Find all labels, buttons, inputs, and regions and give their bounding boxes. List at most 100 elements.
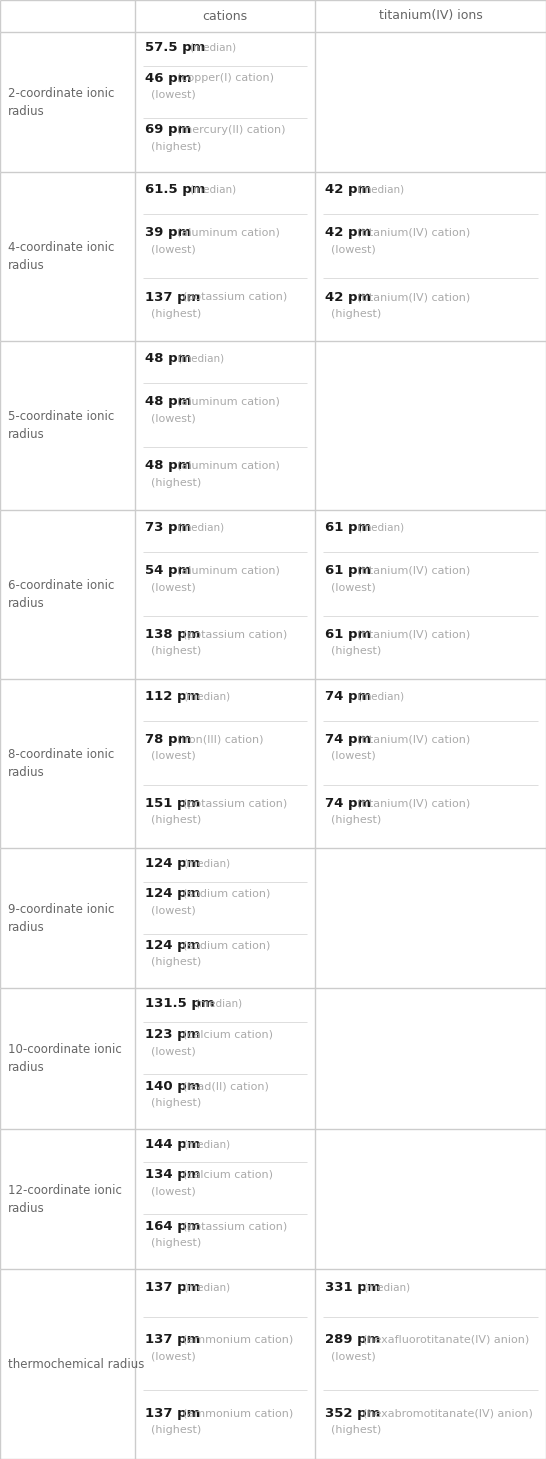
Text: 123 pm: 123 pm: [145, 1029, 200, 1040]
Text: (highest): (highest): [151, 816, 201, 826]
Text: 144 pm: 144 pm: [145, 1138, 200, 1151]
Text: (iron(III) cation): (iron(III) cation): [177, 734, 264, 744]
Text: (highest): (highest): [331, 646, 381, 657]
Text: (median): (median): [358, 184, 405, 194]
Text: 112 pm: 112 pm: [145, 690, 200, 703]
Text: 151 pm: 151 pm: [145, 797, 200, 810]
Text: 57.5 pm: 57.5 pm: [145, 41, 205, 54]
Text: (median): (median): [189, 184, 236, 194]
Text: (sodium cation): (sodium cation): [183, 889, 271, 899]
Text: 137 pm: 137 pm: [145, 1281, 200, 1294]
Text: (highest): (highest): [151, 477, 201, 487]
Text: 164 pm: 164 pm: [145, 1220, 200, 1233]
Text: (lowest): (lowest): [331, 1351, 376, 1361]
Text: 73 pm: 73 pm: [145, 521, 191, 534]
Text: (aluminum cation): (aluminum cation): [177, 461, 280, 471]
Text: (calcium cation): (calcium cation): [183, 1170, 273, 1180]
Text: 140 pm: 140 pm: [145, 1080, 200, 1093]
Text: (median): (median): [189, 42, 236, 53]
Text: (potassium cation): (potassium cation): [183, 1221, 287, 1231]
Text: 42 pm: 42 pm: [325, 182, 371, 196]
Text: (lowest): (lowest): [331, 582, 376, 592]
Text: (lowest): (lowest): [151, 751, 195, 762]
Text: (ammonium cation): (ammonium cation): [183, 1408, 293, 1418]
Text: 12-coordinate ionic
radius: 12-coordinate ionic radius: [8, 1183, 122, 1214]
Text: (highest): (highest): [151, 1425, 201, 1436]
Text: 134 pm: 134 pm: [145, 1169, 200, 1182]
Text: 124 pm: 124 pm: [145, 856, 200, 870]
Text: cations: cations: [203, 10, 247, 22]
Text: (median): (median): [177, 353, 224, 363]
Text: 352 pm: 352 pm: [325, 1406, 381, 1420]
Text: 78 pm: 78 pm: [145, 732, 191, 746]
Text: 331 pm: 331 pm: [325, 1281, 381, 1294]
Text: (median): (median): [358, 692, 405, 702]
Text: (highest): (highest): [151, 309, 201, 318]
Text: titanium(IV) ions: titanium(IV) ions: [378, 10, 483, 22]
Text: (median): (median): [195, 999, 242, 1008]
Text: (lowest): (lowest): [151, 244, 195, 254]
Text: (median): (median): [183, 1139, 230, 1150]
Text: (median): (median): [183, 1282, 230, 1293]
Text: (median): (median): [364, 1282, 411, 1293]
Text: 5-coordinate ionic
radius: 5-coordinate ionic radius: [8, 410, 114, 441]
Text: 74 pm: 74 pm: [325, 732, 371, 746]
Text: 61 pm: 61 pm: [325, 521, 371, 534]
Text: (highest): (highest): [151, 957, 201, 967]
Text: (hexafluorotitanate(IV) anion): (hexafluorotitanate(IV) anion): [364, 1335, 530, 1345]
Text: 74 pm: 74 pm: [325, 797, 371, 810]
Text: 69 pm: 69 pm: [145, 124, 191, 136]
Text: (lead(II) cation): (lead(II) cation): [183, 1081, 269, 1091]
Text: (aluminum cation): (aluminum cation): [177, 566, 280, 575]
Text: 61 pm: 61 pm: [325, 565, 371, 576]
Text: 9-coordinate ionic
radius: 9-coordinate ionic radius: [8, 903, 114, 934]
Text: (median): (median): [177, 522, 224, 533]
Text: (potassium cation): (potassium cation): [183, 798, 287, 808]
Text: (median): (median): [183, 692, 230, 702]
Text: (titanium(IV) cation): (titanium(IV) cation): [358, 630, 471, 641]
Text: 8-coordinate ionic
radius: 8-coordinate ionic radius: [8, 748, 114, 779]
Text: (aluminum cation): (aluminum cation): [177, 397, 280, 407]
Text: 137 pm: 137 pm: [145, 1334, 200, 1347]
Text: (titanium(IV) cation): (titanium(IV) cation): [358, 292, 471, 302]
Text: (highest): (highest): [331, 1425, 381, 1436]
Text: 42 pm: 42 pm: [325, 290, 371, 303]
Text: (lowest): (lowest): [151, 89, 195, 99]
Text: 137 pm: 137 pm: [145, 290, 200, 303]
Text: 74 pm: 74 pm: [325, 690, 371, 703]
Text: (highest): (highest): [151, 1239, 201, 1249]
Text: 137 pm: 137 pm: [145, 1406, 200, 1420]
Text: (titanium(IV) cation): (titanium(IV) cation): [358, 228, 471, 238]
Text: (copper(I) cation): (copper(I) cation): [177, 73, 274, 83]
Text: (highest): (highest): [331, 816, 381, 826]
Text: (lowest): (lowest): [151, 1186, 195, 1196]
Text: (sodium cation): (sodium cation): [183, 941, 271, 951]
Text: 61.5 pm: 61.5 pm: [145, 182, 205, 196]
Text: (median): (median): [358, 522, 405, 533]
Text: 39 pm: 39 pm: [145, 226, 191, 239]
Text: (aluminum cation): (aluminum cation): [177, 228, 280, 238]
Text: 48 pm: 48 pm: [145, 395, 191, 409]
Text: 10-coordinate ionic
radius: 10-coordinate ionic radius: [8, 1043, 122, 1074]
Text: (lowest): (lowest): [331, 751, 376, 762]
Text: 46 pm: 46 pm: [145, 71, 191, 85]
Text: (lowest): (lowest): [331, 244, 376, 254]
Text: (lowest): (lowest): [151, 906, 195, 916]
Text: (titanium(IV) cation): (titanium(IV) cation): [358, 734, 471, 744]
Text: 4-coordinate ionic
radius: 4-coordinate ionic radius: [8, 241, 114, 273]
Text: (titanium(IV) cation): (titanium(IV) cation): [358, 566, 471, 575]
Text: (ammonium cation): (ammonium cation): [183, 1335, 293, 1345]
Text: 124 pm: 124 pm: [145, 940, 200, 953]
Text: (hexabromotitanate(IV) anion): (hexabromotitanate(IV) anion): [364, 1408, 533, 1418]
Text: (lowest): (lowest): [151, 1046, 195, 1056]
Text: 48 pm: 48 pm: [145, 460, 191, 473]
Text: (calcium cation): (calcium cation): [183, 1030, 273, 1039]
Text: 42 pm: 42 pm: [325, 226, 371, 239]
Text: 48 pm: 48 pm: [145, 352, 191, 365]
Text: (titanium(IV) cation): (titanium(IV) cation): [358, 798, 471, 808]
Text: 131.5 pm: 131.5 pm: [145, 996, 215, 1010]
Text: (potassium cation): (potassium cation): [183, 292, 287, 302]
Text: (lowest): (lowest): [151, 1351, 195, 1361]
Text: 289 pm: 289 pm: [325, 1334, 381, 1347]
Text: 124 pm: 124 pm: [145, 887, 200, 900]
